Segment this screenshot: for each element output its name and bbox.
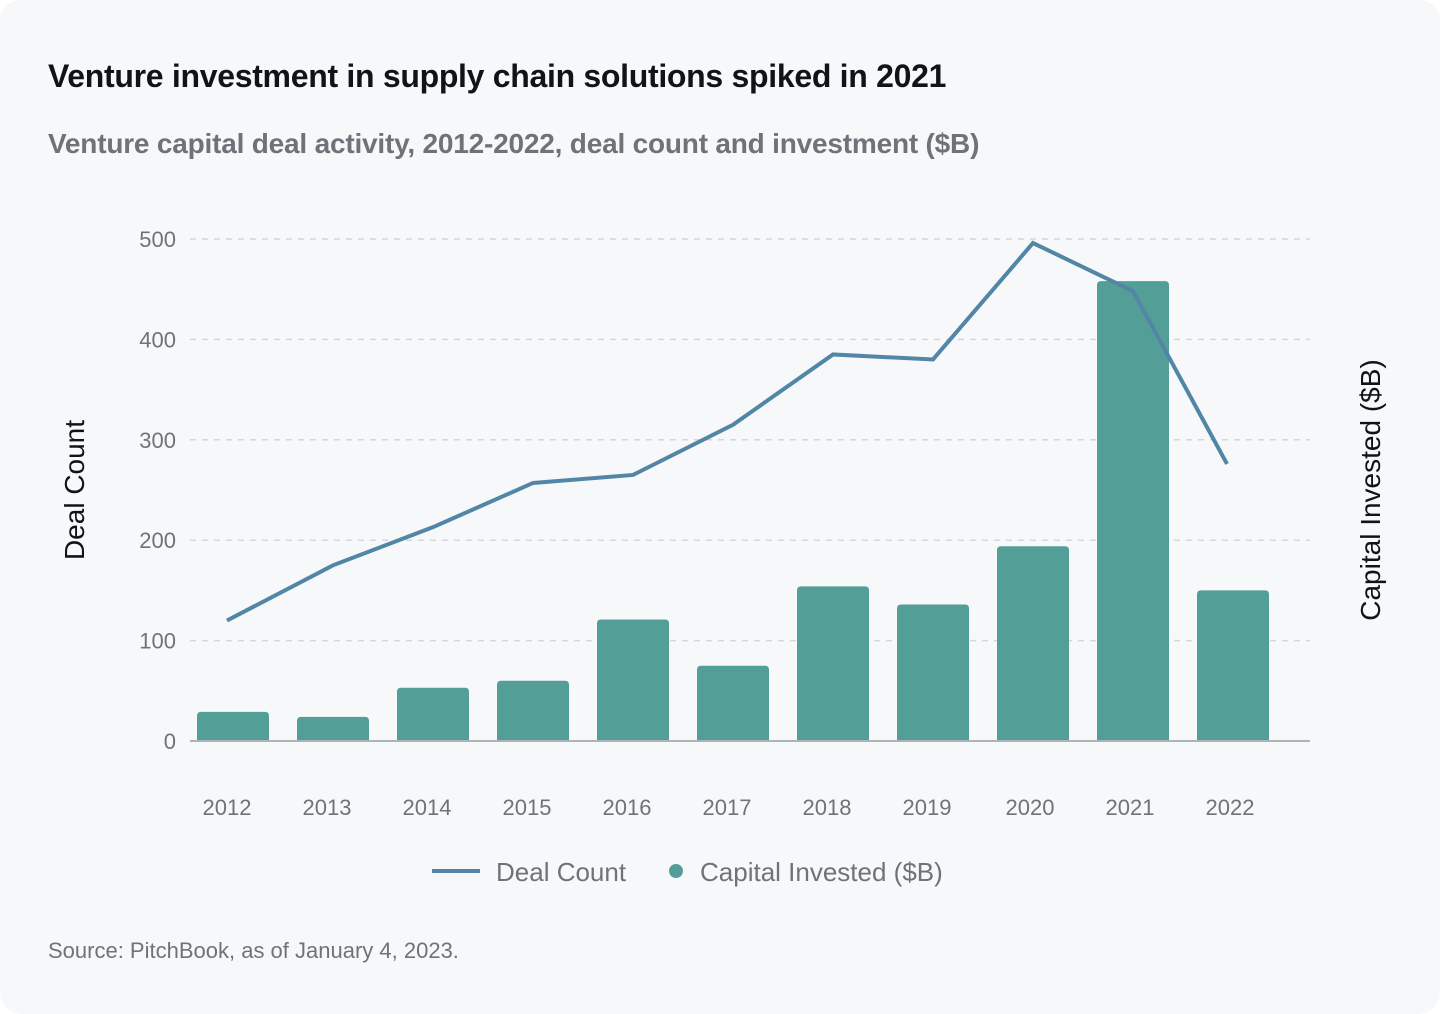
y-axis-ticks: 0 100 200 300 400 500 xyxy=(139,227,176,754)
bar-2020 xyxy=(997,546,1069,741)
source-note: Source: PitchBook, as of January 4, 2023… xyxy=(48,938,459,963)
chart-subtitle: Venture capital deal activity, 2012-2022… xyxy=(48,128,980,159)
x-tick-label: 2012 xyxy=(203,795,252,820)
bar-2022 xyxy=(1197,590,1269,741)
bar-2012 xyxy=(197,711,269,741)
x-axis-ticks: 2012 2013 2014 2015 2016 2017 2018 2019 2020 2021… xyxy=(203,795,1255,820)
bar-2018 xyxy=(797,586,869,741)
x-tick-label: 2013 xyxy=(303,795,352,820)
legend-label-capital: Capital Invested ($B) xyxy=(700,857,943,887)
legend-label-deal-count: Deal Count xyxy=(496,857,627,887)
y-tick-label: 500 xyxy=(139,227,176,252)
legend-dot-swatch xyxy=(669,864,683,878)
x-tick-label: 2015 xyxy=(503,795,552,820)
bar-2021 xyxy=(1097,281,1169,741)
x-tick-label: 2016 xyxy=(603,795,652,820)
x-tick-label: 2014 xyxy=(403,795,452,820)
y-tick-label: 0 xyxy=(164,729,176,754)
x-tick-label: 2019 xyxy=(903,795,952,820)
legend: Deal Count Capital Invested ($B) xyxy=(432,857,943,887)
deal-count-line-group xyxy=(226,240,1229,623)
x-tick-label: 2018 xyxy=(803,795,852,820)
x-tick-label: 2017 xyxy=(703,795,752,820)
y2-axis-title: Capital Invested ($B) xyxy=(1355,359,1386,620)
deal-count-line xyxy=(226,240,1229,623)
y-tick-label: 400 xyxy=(139,327,176,352)
bar-2015 xyxy=(497,680,569,741)
bar-2019 xyxy=(897,604,969,741)
y-axis-title: Deal Count xyxy=(59,420,90,560)
bar-2014 xyxy=(397,687,469,741)
capital-bars xyxy=(197,281,1269,741)
x-tick-label: 2020 xyxy=(1006,795,1055,820)
y-tick-label: 200 xyxy=(139,528,176,553)
y-tick-label: 300 xyxy=(139,428,176,453)
x-tick-label: 2021 xyxy=(1106,795,1155,820)
bar-2016 xyxy=(597,619,669,741)
x-tick-label: 2022 xyxy=(1206,795,1255,820)
bar-2013 xyxy=(297,716,369,741)
chart-title: Venture investment in supply chain solut… xyxy=(48,58,947,94)
y-tick-label: 100 xyxy=(139,629,176,654)
bar-2017 xyxy=(697,665,769,741)
